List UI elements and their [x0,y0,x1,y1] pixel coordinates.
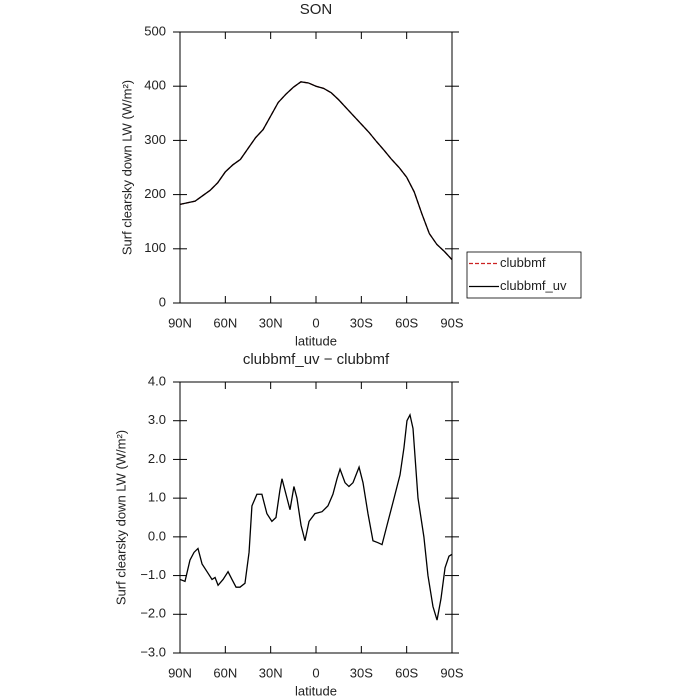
x-tick-label: 30S [350,665,373,680]
line [179,81,453,261]
chart-title: SON [300,1,333,18]
x-tick-label: 60S [395,315,418,330]
y-tick-label: −2.0 [140,606,166,621]
x-tick-label: 30N [259,665,283,680]
y-tick-label: 400 [144,78,166,93]
x-tick-label: 60S [395,665,418,680]
y-tick-label: 200 [144,186,166,201]
y-tick-label: 0 [159,294,166,309]
plot-frame [179,381,453,654]
y-tick-label: 500 [144,23,166,38]
x-tick-label: 90S [440,315,463,330]
legend-label: clubbmf_uv [500,278,567,293]
line [179,413,453,621]
x-tick-label: 0 [312,315,319,330]
x-tick-label: 90N [168,665,192,680]
legend-box [466,251,582,299]
legend-label: clubbmf [500,255,546,270]
y-tick-label: 3.0 [148,412,166,427]
plot-frame [179,31,453,304]
x-tick-label: 60N [213,315,237,330]
x-axis-label: latitude [295,333,337,348]
x-tick-label: 0 [312,665,319,680]
y-axis-label: Surf clearsky down LW (W/m²) [119,80,134,255]
y-tick-label: 4.0 [148,373,166,388]
y-tick-label: 100 [144,240,166,255]
x-tick-label: 30N [259,315,283,330]
x-axis-label: latitude [295,683,337,698]
chart-title: clubbmf_uv − clubbmf [243,351,390,368]
y-tick-label: 0.0 [148,528,166,543]
y-tick-label: −3.0 [140,644,166,659]
x-tick-label: 90N [168,315,192,330]
x-tick-label: 60N [213,665,237,680]
y-tick-label: −1.0 [140,567,166,582]
y-axis-label: Surf clearsky down LW (W/m²) [113,430,128,605]
x-tick-label: 30S [350,315,373,330]
x-tick-label: 90S [440,665,463,680]
y-tick-label: 2.0 [148,451,166,466]
y-tick-label: 1.0 [148,490,166,505]
line [179,81,453,261]
y-tick-label: 300 [144,132,166,147]
